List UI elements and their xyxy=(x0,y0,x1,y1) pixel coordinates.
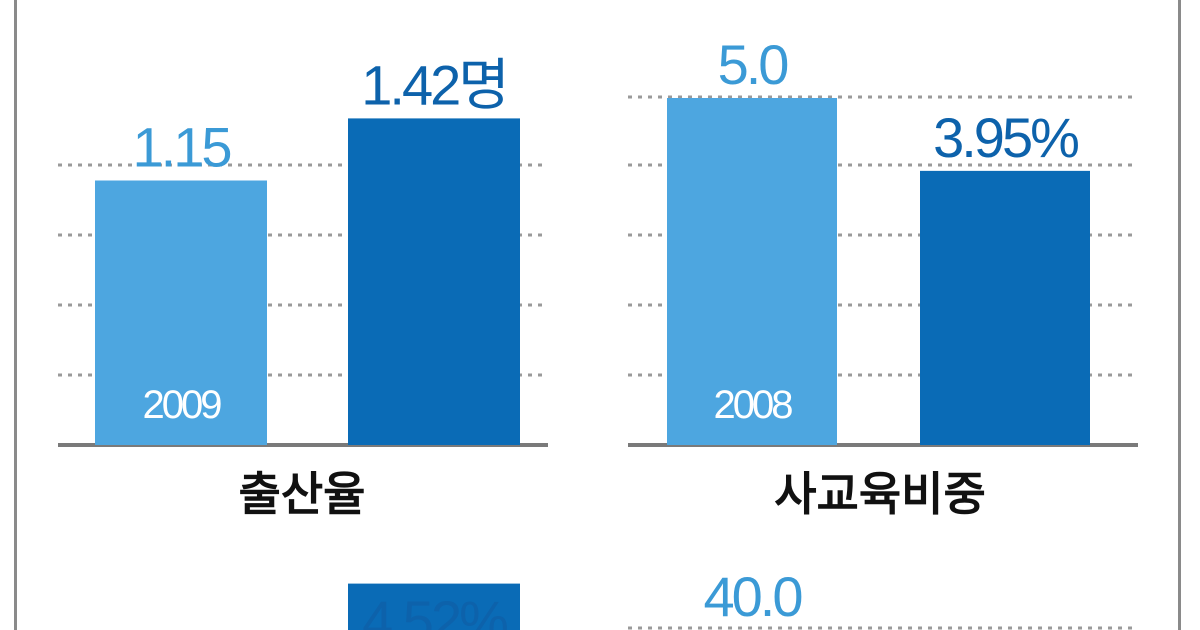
data-label: 1.15 xyxy=(133,116,231,179)
data-label: 1.42명 xyxy=(361,53,507,116)
bar xyxy=(920,170,1090,445)
bar xyxy=(348,583,520,630)
data-label: 5.0 xyxy=(718,33,788,96)
data-label: 3.95% xyxy=(933,106,1078,169)
bar xyxy=(348,118,520,446)
bar xyxy=(95,180,267,445)
chart-title: 출산율 xyxy=(239,468,366,520)
frame-right-border xyxy=(1178,0,1181,630)
data-label: 4.52% xyxy=(362,589,507,630)
tick-label: 2008 xyxy=(714,383,793,427)
frame-left-border xyxy=(14,0,17,630)
chart-title: 사교육비중 xyxy=(774,468,986,520)
tick-label: 2009 xyxy=(143,383,222,427)
bar xyxy=(667,98,837,445)
data-label: 40.0 xyxy=(704,565,802,628)
